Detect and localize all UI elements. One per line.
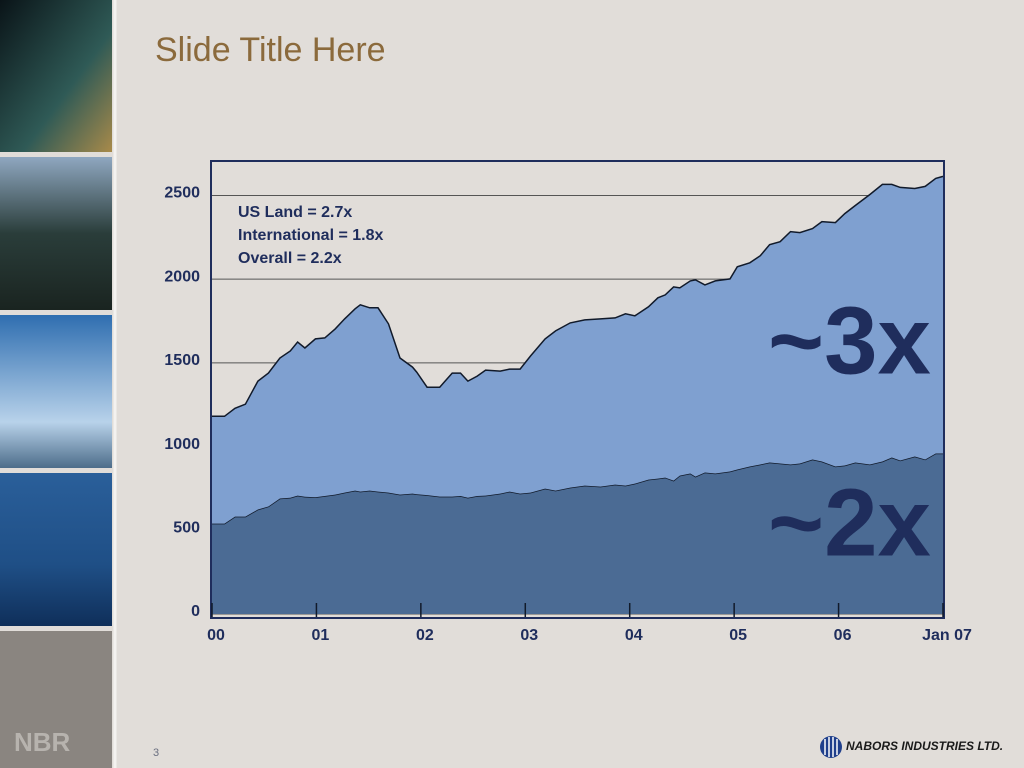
logo-text: NABORS INDUSTRIES LTD.	[846, 739, 1003, 753]
area	[212, 453, 943, 614]
photo-panel	[0, 315, 112, 468]
area-outline	[212, 175, 944, 418]
chart: 0 500 1000 1500 2000 2500 00 01 02 03 04 05 06 Jan 07…	[164, 160, 972, 644]
y-tick-label: 1500	[164, 352, 200, 369]
y-tick-label: 1000	[164, 436, 200, 453]
annotation: Overall = 2.2x	[238, 250, 342, 267]
area	[212, 176, 943, 524]
logo-mark	[820, 736, 842, 758]
side-panel	[0, 631, 112, 768]
x-tick-label: 06	[834, 627, 852, 644]
y-tick-label: 0	[191, 603, 200, 620]
page-number: 3	[153, 747, 159, 759]
x-tick-label: 05	[729, 627, 747, 644]
y-tick-label: 2500	[164, 185, 200, 202]
x-tick-label: Jan 07	[922, 627, 972, 644]
y-tick-label: 2000	[164, 268, 200, 285]
slide-title: Slide Title Here	[155, 31, 386, 69]
x-tick-label: 02	[416, 627, 434, 644]
x-tick-label: 01	[312, 627, 330, 644]
ratio-label: ~2x	[768, 469, 931, 576]
x-tick-label: 03	[520, 627, 538, 644]
annotation: International = 1.8x	[238, 227, 383, 244]
y-tick-label: 500	[173, 520, 200, 537]
side-label: NBR	[14, 727, 71, 757]
photo-panel	[0, 473, 112, 626]
x-tick-label: 00	[207, 627, 225, 644]
logo-stripes	[824, 737, 838, 757]
annotation: US Land = 2.7x	[238, 204, 352, 221]
x-tick-label: 04	[625, 627, 643, 644]
photo-panel	[0, 157, 112, 310]
ratio-label: ~3x	[768, 287, 931, 394]
logo: NABORS INDUSTRIES LTD.	[820, 736, 1003, 758]
photo-panel	[0, 0, 112, 152]
